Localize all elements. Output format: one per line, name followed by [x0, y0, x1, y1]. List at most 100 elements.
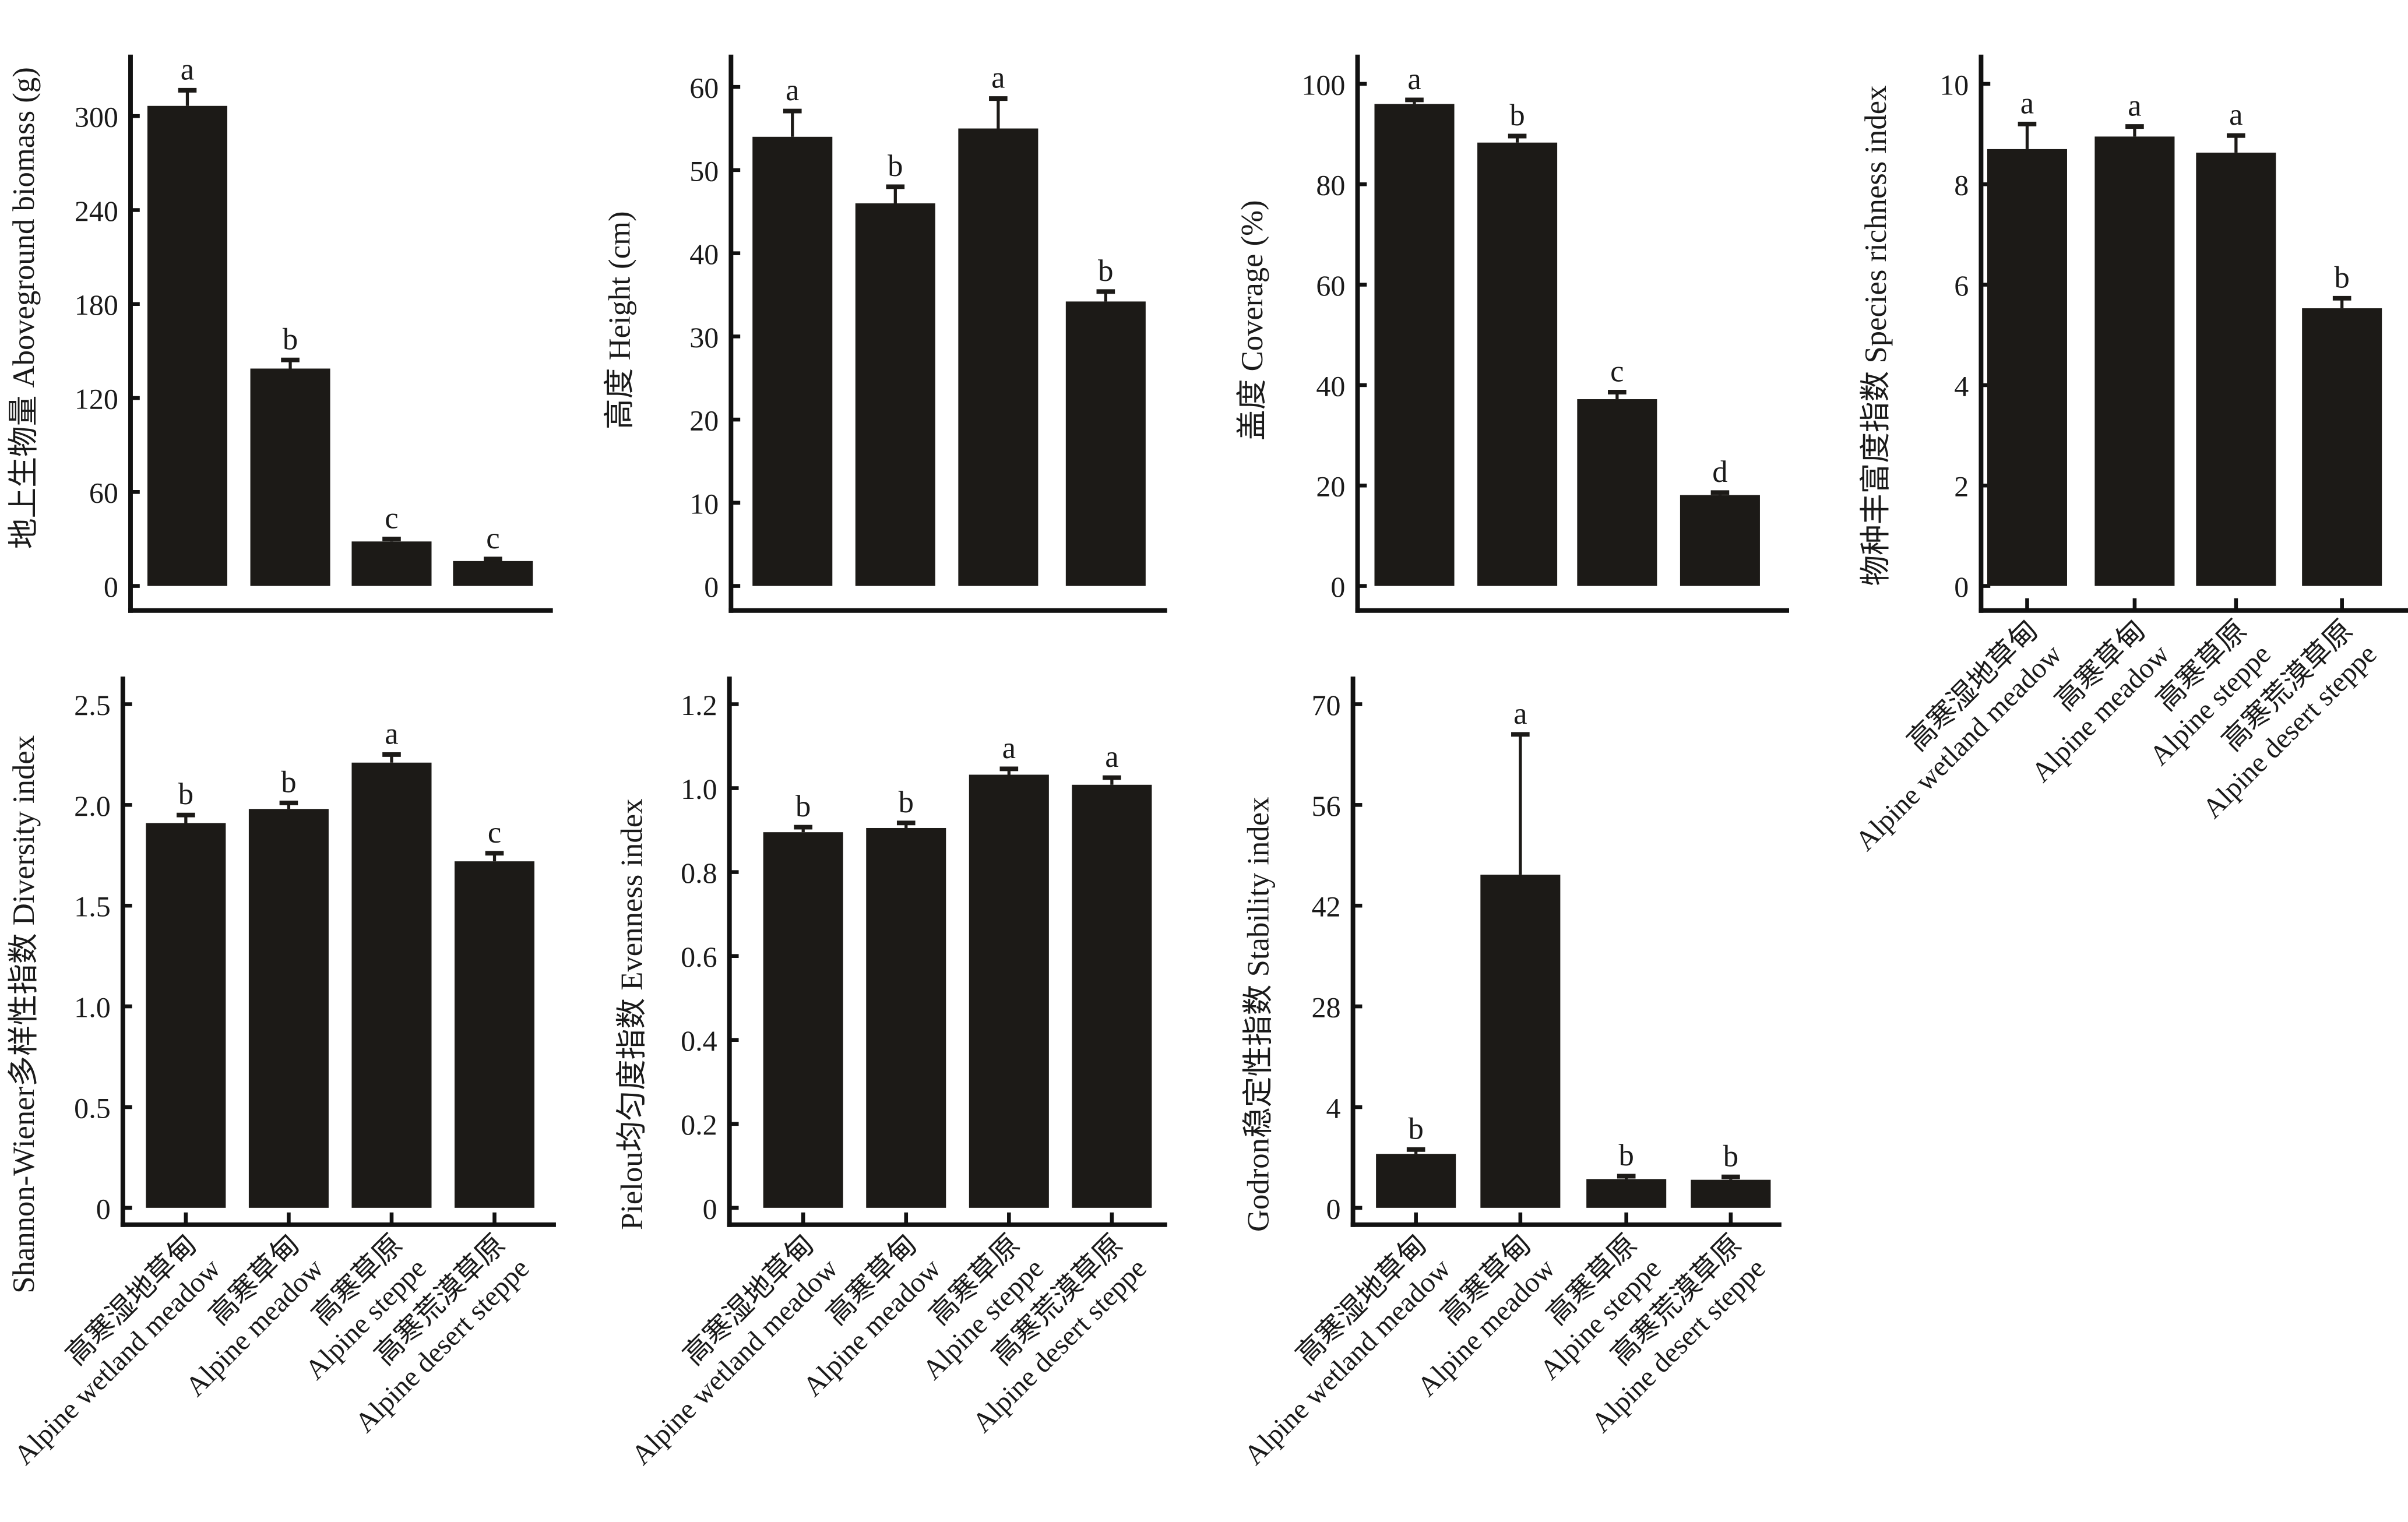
- y-tick-label: 56: [1311, 790, 1340, 822]
- y-tick-label: 120: [75, 382, 118, 415]
- y-tick-label: 0: [1330, 570, 1345, 603]
- y-tick-label: 4: [1954, 369, 1969, 402]
- bar-height-3: [958, 128, 1038, 586]
- panel-biomass: 0 60 120 180 240 300 地上生物量 Aboveground biomass…: [7, 52, 553, 613]
- significance-letter: b: [1619, 1139, 1634, 1172]
- x-tick-label-en: Alpine wetland meadow: [625, 1252, 844, 1471]
- significance-letter: a: [2128, 89, 2141, 123]
- bar-height-4: [1065, 301, 1146, 586]
- y-tick-label: 0.8: [681, 857, 717, 889]
- y-axis-title: Godron稳定性指数 Stability index: [1242, 797, 1276, 1232]
- y-tick-label: 60: [89, 477, 118, 509]
- significance-letter: a: [786, 73, 799, 107]
- y-tick-label: 70: [1311, 689, 1340, 721]
- y-tick-label: 0.4: [681, 1024, 717, 1057]
- y-tick-label: 240: [75, 195, 118, 227]
- y-tick-label: 20: [689, 404, 719, 437]
- significance-letter: c: [385, 502, 398, 535]
- y-tick-label: 40: [689, 238, 719, 270]
- y-tick-label: 0: [703, 1192, 717, 1225]
- panel-evenness: 0 0.2 0.4 0.6 0.8 1.0 1.2 Pielou均匀度指数 Evenness …: [615, 677, 1167, 1471]
- y-axis-title: 高度 Height (cm): [603, 211, 636, 429]
- y-tick-label: 2.5: [74, 689, 111, 721]
- significance-letter: c: [1610, 355, 1624, 389]
- y-tick-label: 0: [96, 1192, 111, 1225]
- significance-letter: b: [1408, 1112, 1423, 1146]
- y-tick-label: 42: [1311, 890, 1340, 923]
- y-tick-label: 4: [1326, 1091, 1341, 1124]
- significance-letter: a: [385, 717, 398, 751]
- y-tick-label: 30: [689, 321, 719, 354]
- y-tick-label: 300: [75, 101, 118, 133]
- significance-letter: a: [2229, 98, 2242, 132]
- significance-letter: b: [281, 765, 296, 799]
- significance-letter: b: [795, 790, 811, 823]
- bar-biomass-1: [147, 105, 228, 586]
- y-tick-label: 1.0: [681, 773, 717, 805]
- significance-letter: a: [1513, 697, 1527, 731]
- y-tick-label: 60: [1316, 269, 1345, 302]
- bar-richness-2: [2094, 136, 2175, 586]
- y-tick-label: 2: [1954, 470, 1969, 503]
- significance-letter: b: [1723, 1139, 1738, 1173]
- y-tick-label: 0: [704, 570, 719, 603]
- bar-coverage-3: [1577, 399, 1657, 586]
- bar-coverage-2: [1477, 142, 1558, 586]
- y-axis-title: 地上生物量 Aboveground biomass (g): [7, 67, 41, 549]
- y-tick-label: 20: [1316, 470, 1345, 503]
- significance-letter: a: [181, 52, 194, 86]
- significance-letter: b: [1509, 98, 1525, 132]
- y-tick-label: 0.5: [74, 1091, 111, 1124]
- bar-richness-4: [2302, 308, 2382, 586]
- y-tick-label: 10: [1939, 68, 1969, 101]
- y-axis-title: 盖度 Coverage (%): [1235, 200, 1269, 441]
- y-tick-label: 0.6: [681, 940, 717, 973]
- bar-coverage-4: [1680, 495, 1760, 586]
- significance-letter: b: [178, 777, 193, 811]
- y-tick-label: 8: [1954, 169, 1969, 202]
- bar-height-2: [855, 203, 935, 586]
- significance-letter: c: [488, 816, 501, 850]
- panel-stability: 0 4 28 42 56 70 Godron稳定性指数 Stability index b 高寒…: [1238, 677, 1782, 1471]
- y-tick-label: 80: [1316, 169, 1345, 202]
- significance-letter: b: [2335, 260, 2350, 294]
- y-tick-label: 50: [689, 154, 719, 187]
- bar-stability-4: [1691, 1179, 1771, 1208]
- y-axis-title: 物种丰富度指数 Species richness index: [1859, 86, 1893, 586]
- panel-height: 0 10 20 30 40 50 60 高度 Height (cm) a b a b: [603, 54, 1167, 613]
- x-tick-label-en: Alpine wetland meadow: [1849, 638, 2068, 857]
- y-tick-label: 2.0: [74, 790, 111, 822]
- bar-diversity-3: [351, 762, 432, 1208]
- bar-height-1: [752, 136, 833, 586]
- bar-biomass-3: [351, 541, 432, 586]
- bar-biomass-2: [250, 368, 330, 586]
- y-axis-title: Shannon-Wiener多样性指数 Diversity index: [7, 735, 41, 1294]
- significance-letter: d: [1712, 455, 1727, 489]
- y-tick-label: 180: [75, 288, 118, 321]
- y-tick-label: 1.2: [681, 689, 717, 721]
- significance-letter: c: [486, 522, 499, 555]
- y-tick-label: 1.0: [74, 991, 111, 1024]
- significance-letter: b: [888, 149, 903, 183]
- y-tick-label: 1.5: [74, 890, 111, 923]
- bar-evenness-3: [969, 774, 1049, 1208]
- panel-coverage: 0 20 40 60 80 100 盖度 Coverage (%) a b c d: [1235, 54, 1790, 613]
- significance-letter: b: [899, 785, 914, 819]
- bar-diversity-4: [455, 861, 535, 1208]
- significance-letter: a: [1407, 62, 1421, 96]
- significance-letter: a: [1105, 740, 1118, 774]
- y-tick-label: 40: [1316, 369, 1345, 402]
- y-tick-label: 10: [689, 487, 719, 520]
- bar-evenness-1: [763, 832, 843, 1208]
- bar-coverage-1: [1374, 104, 1455, 586]
- bar-richness-1: [1987, 149, 2067, 586]
- bar-stability-3: [1586, 1179, 1667, 1208]
- y-tick-label: 100: [1301, 68, 1345, 101]
- bar-stability-2: [1480, 875, 1561, 1208]
- y-tick-label: 0.2: [681, 1108, 717, 1141]
